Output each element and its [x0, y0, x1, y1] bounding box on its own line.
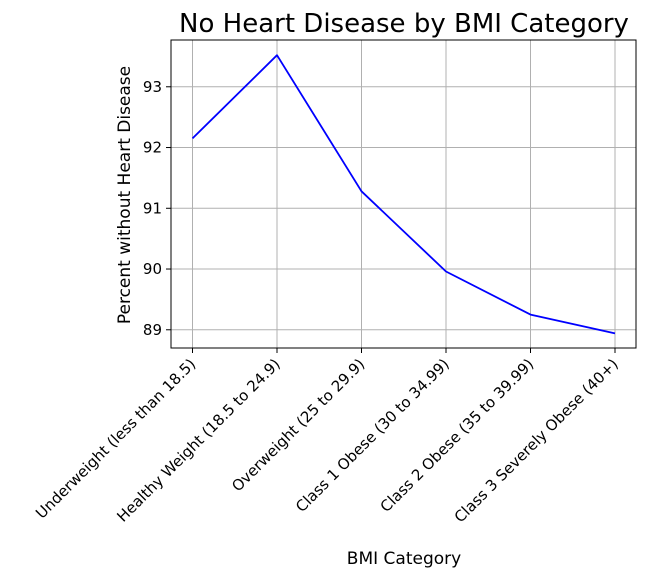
series-layer [191, 54, 616, 335]
x-tick-label: Class 1 Obese (30 to 34.99) [292, 355, 453, 516]
y-tick-label: 91 [143, 199, 162, 217]
x-tick-label: Class 3 Severely Obese (40+) [451, 355, 622, 526]
chart-title: No Heart Disease by BMI Category [179, 9, 629, 39]
x-tick-label: Class 2 Obese (35 to 39.99) [377, 355, 538, 516]
y-tick-label: 93 [143, 78, 162, 96]
x-tick-label: Underweight (less than 18.5) [32, 355, 199, 522]
x-tick-label: Healthy Weight (18.5 to 24.9) [113, 355, 283, 525]
series-line [191, 54, 616, 335]
y-tick-label: 89 [143, 321, 162, 339]
axes [170, 39, 637, 349]
grid [171, 40, 636, 348]
plot-frame [170, 39, 637, 349]
x-axis-label: BMI Category [347, 549, 461, 569]
y-axis-label: Percent without Heart Disease [115, 66, 135, 324]
y-tick-label: 90 [143, 260, 162, 278]
y-tick-label: 92 [143, 139, 162, 157]
